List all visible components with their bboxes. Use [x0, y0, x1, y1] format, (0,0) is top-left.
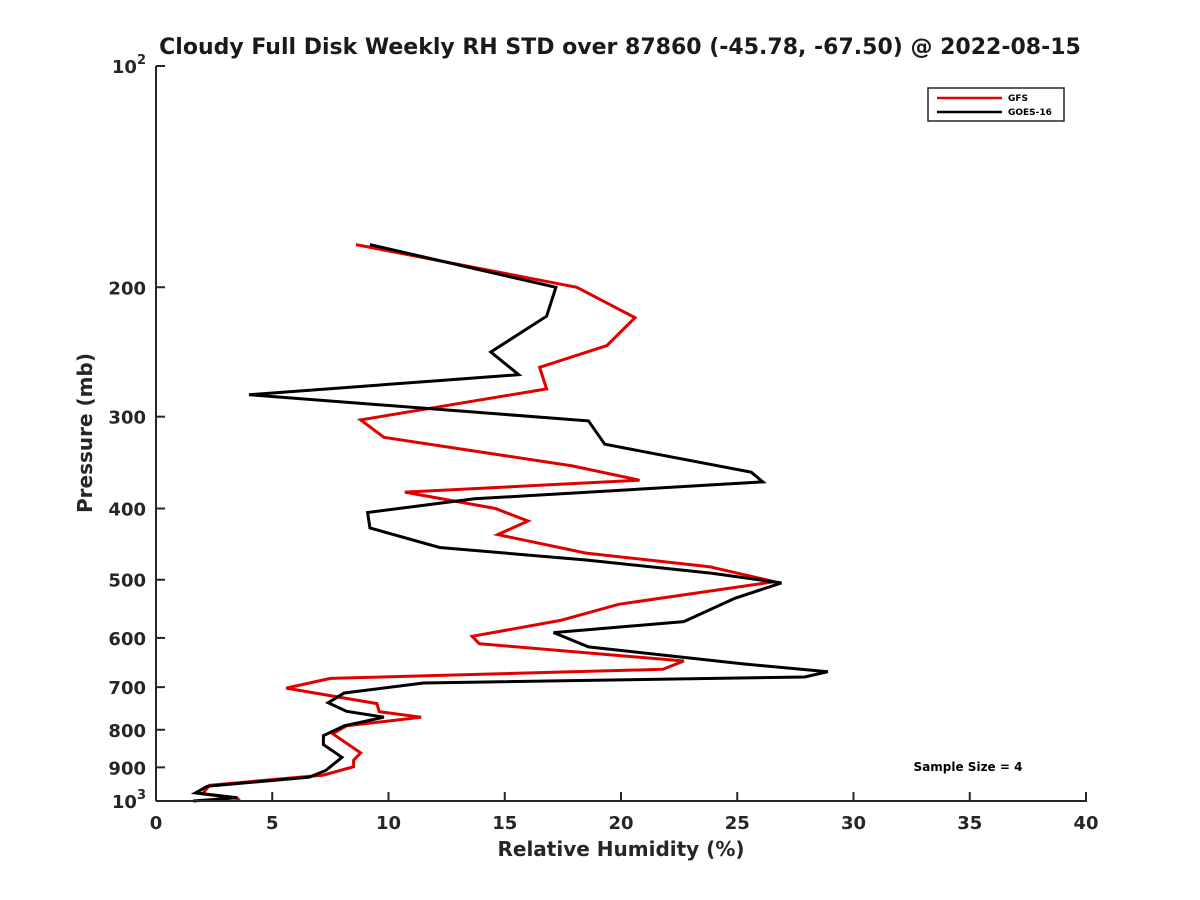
y-tick-label: 600 — [108, 629, 146, 650]
x-tick-label: 5 — [266, 813, 279, 834]
series-line-gfs — [199, 243, 775, 802]
x-axis-ticks: 0 5 10 15 20 25 30 35 40 — [150, 792, 1099, 834]
y-tick-label: 300 — [108, 408, 146, 429]
y-axis-label: Pressure (mb) — [73, 353, 97, 513]
series-lines — [190, 243, 829, 803]
y-tick-label: 800 — [108, 721, 146, 742]
y-axis-ticks: 102 200 300 400 500 600 700 800 900 103 — [108, 53, 165, 813]
y-tick-label: 103 — [112, 788, 146, 813]
x-axis-label: Relative Humidity (%) — [497, 837, 744, 861]
x-tick-label: 35 — [957, 813, 982, 834]
legend-label-goes-16: GOES-16 — [1008, 108, 1052, 118]
x-tick-label: 40 — [1073, 813, 1098, 834]
y-tick-label: 900 — [108, 758, 146, 779]
y-tick-label: 102 — [112, 53, 146, 78]
sample-size-annotation: Sample Size = 4 — [914, 760, 1023, 774]
x-tick-label: 30 — [841, 813, 866, 834]
y-tick-label: 400 — [108, 500, 146, 521]
plot-area: 0 5 10 15 20 25 30 35 40 102 200 300 400 500 600 700 80… — [108, 53, 1098, 834]
x-tick-label: 25 — [725, 813, 750, 834]
y-tick-label: 200 — [108, 278, 146, 299]
legend: GFS GOES-16 — [927, 87, 1065, 122]
x-tick-label: 20 — [608, 813, 633, 834]
legend-box — [927, 87, 1065, 122]
x-tick-label: 10 — [376, 813, 401, 834]
x-tick-label: 0 — [150, 813, 163, 834]
legend-label-gfs: GFS — [1008, 94, 1028, 104]
y-tick-label: 500 — [108, 571, 146, 592]
series-line-goes-16 — [190, 243, 829, 803]
chart-title: Cloudy Full Disk Weekly RH STD over 8786… — [159, 35, 1081, 60]
x-tick-label: 15 — [492, 813, 517, 834]
y-tick-label: 700 — [108, 678, 146, 699]
